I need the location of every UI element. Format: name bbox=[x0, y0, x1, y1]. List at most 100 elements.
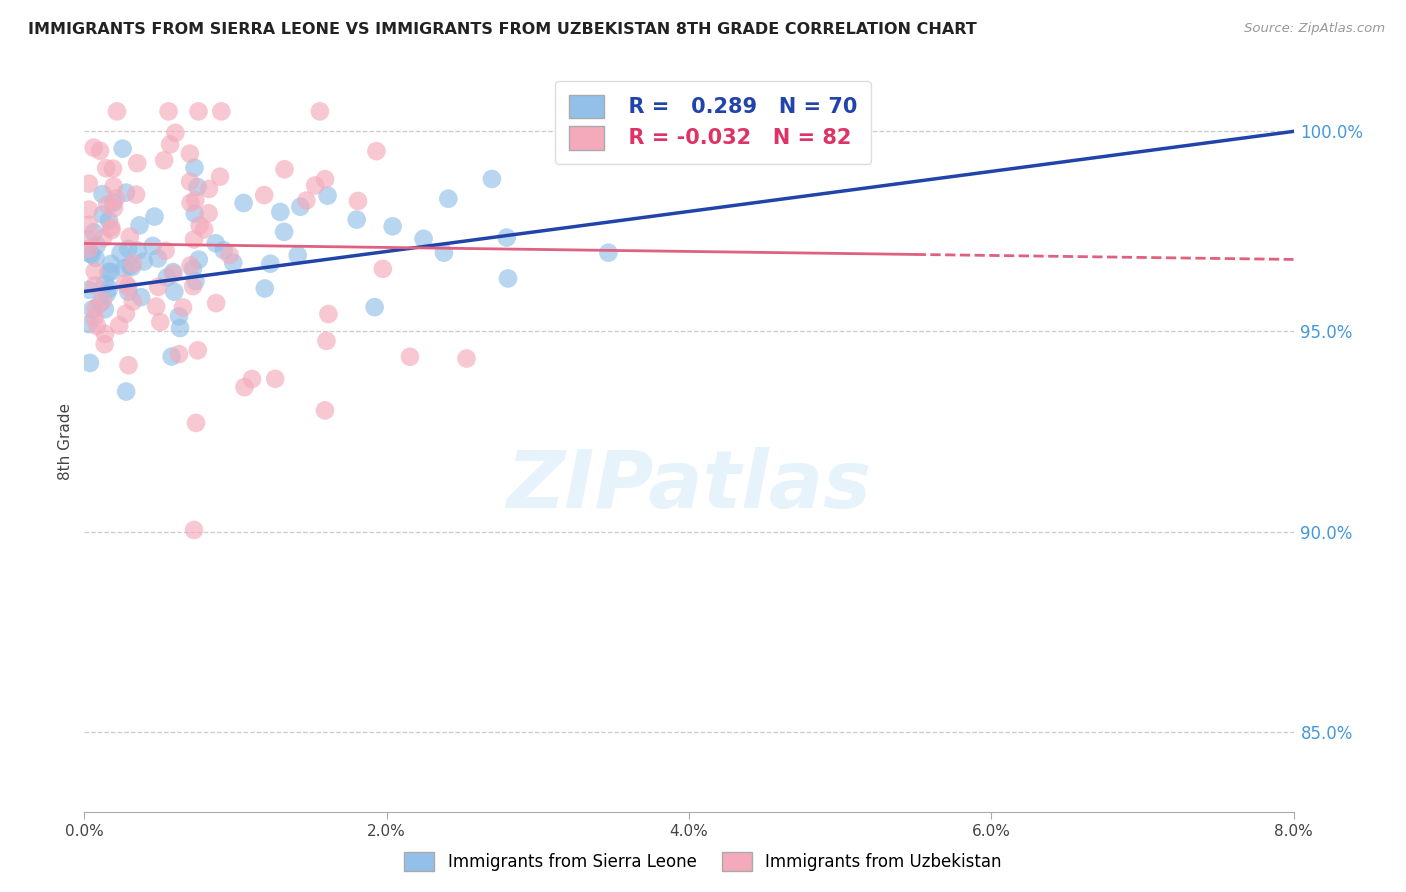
Point bbox=[110, 246, 132, 260]
Point bbox=[212, 243, 235, 257]
Point bbox=[218, 248, 240, 262]
Point bbox=[290, 200, 312, 214]
Point bbox=[481, 172, 503, 186]
Point bbox=[118, 259, 141, 273]
Point bbox=[412, 232, 434, 246]
Point bbox=[156, 270, 179, 285]
Point bbox=[188, 219, 211, 233]
Point bbox=[179, 259, 201, 273]
Point bbox=[209, 104, 232, 119]
Point bbox=[114, 276, 136, 290]
Point bbox=[104, 191, 127, 205]
Point bbox=[83, 278, 105, 293]
Point bbox=[347, 194, 370, 208]
Point bbox=[121, 260, 143, 274]
Point bbox=[77, 218, 100, 232]
Point bbox=[84, 301, 107, 315]
Point bbox=[77, 242, 100, 256]
Point bbox=[259, 257, 281, 271]
Point bbox=[111, 142, 134, 156]
Point bbox=[96, 161, 118, 176]
Point bbox=[77, 232, 100, 246]
Point bbox=[79, 356, 101, 370]
Point bbox=[97, 265, 120, 279]
Point bbox=[264, 372, 287, 386]
Point bbox=[269, 205, 291, 219]
Point bbox=[129, 290, 152, 304]
Point bbox=[169, 321, 191, 335]
Point bbox=[97, 213, 120, 227]
Point bbox=[309, 104, 332, 119]
Point bbox=[187, 343, 209, 358]
Point bbox=[143, 210, 166, 224]
Point bbox=[187, 252, 209, 267]
Point bbox=[155, 244, 177, 258]
Point bbox=[184, 274, 207, 288]
Point bbox=[496, 271, 519, 285]
Point bbox=[127, 156, 149, 170]
Point bbox=[181, 262, 204, 277]
Point bbox=[100, 220, 122, 235]
Point bbox=[208, 169, 231, 184]
Point bbox=[371, 261, 394, 276]
Point bbox=[198, 182, 221, 196]
Point bbox=[82, 302, 104, 317]
Point bbox=[93, 337, 115, 351]
Point bbox=[128, 219, 150, 233]
Point bbox=[91, 293, 114, 308]
Point bbox=[117, 279, 139, 293]
Point bbox=[184, 206, 207, 220]
Point bbox=[304, 178, 326, 193]
Point bbox=[149, 315, 172, 329]
Point bbox=[165, 126, 187, 140]
Point bbox=[105, 104, 128, 119]
Text: Source: ZipAtlas.com: Source: ZipAtlas.com bbox=[1244, 22, 1385, 36]
Point bbox=[146, 252, 169, 266]
Point bbox=[103, 179, 125, 194]
Text: ZIPatlas: ZIPatlas bbox=[506, 447, 872, 525]
Point bbox=[142, 239, 165, 253]
Point bbox=[86, 238, 108, 252]
Point bbox=[89, 144, 111, 158]
Point bbox=[167, 347, 190, 361]
Point bbox=[115, 307, 138, 321]
Point bbox=[205, 296, 228, 310]
Point bbox=[184, 416, 207, 430]
Point bbox=[183, 523, 205, 537]
Point bbox=[91, 231, 114, 245]
Point bbox=[316, 188, 339, 202]
Point bbox=[295, 194, 318, 208]
Point bbox=[77, 283, 100, 297]
Point bbox=[100, 265, 122, 279]
Legend: Immigrants from Sierra Leone, Immigrants from Uzbekistan: Immigrants from Sierra Leone, Immigrants… bbox=[396, 843, 1010, 880]
Point bbox=[94, 302, 117, 317]
Point bbox=[100, 223, 122, 237]
Point bbox=[121, 294, 143, 309]
Point bbox=[101, 161, 124, 176]
Point bbox=[240, 372, 263, 386]
Point bbox=[103, 195, 125, 210]
Point bbox=[103, 201, 125, 215]
Point bbox=[273, 225, 295, 239]
Point bbox=[153, 153, 176, 168]
Point bbox=[115, 186, 138, 200]
Point bbox=[598, 245, 620, 260]
Point bbox=[83, 141, 105, 155]
Point bbox=[94, 326, 117, 341]
Point bbox=[162, 265, 184, 279]
Point bbox=[83, 311, 105, 326]
Y-axis label: 8th Grade: 8th Grade bbox=[58, 403, 73, 480]
Point bbox=[222, 255, 245, 269]
Point bbox=[117, 358, 139, 372]
Point bbox=[363, 300, 385, 314]
Point bbox=[77, 317, 100, 331]
Text: IMMIGRANTS FROM SIERRA LEONE VS IMMIGRANTS FROM UZBEKISTAN 8TH GRADE CORRELATION: IMMIGRANTS FROM SIERRA LEONE VS IMMIGRAN… bbox=[28, 22, 977, 37]
Point bbox=[91, 207, 114, 221]
Point bbox=[287, 248, 309, 262]
Point bbox=[100, 257, 122, 271]
Point bbox=[83, 264, 105, 278]
Point bbox=[314, 403, 336, 417]
Point bbox=[86, 319, 108, 334]
Point bbox=[79, 246, 101, 260]
Point bbox=[84, 251, 107, 265]
